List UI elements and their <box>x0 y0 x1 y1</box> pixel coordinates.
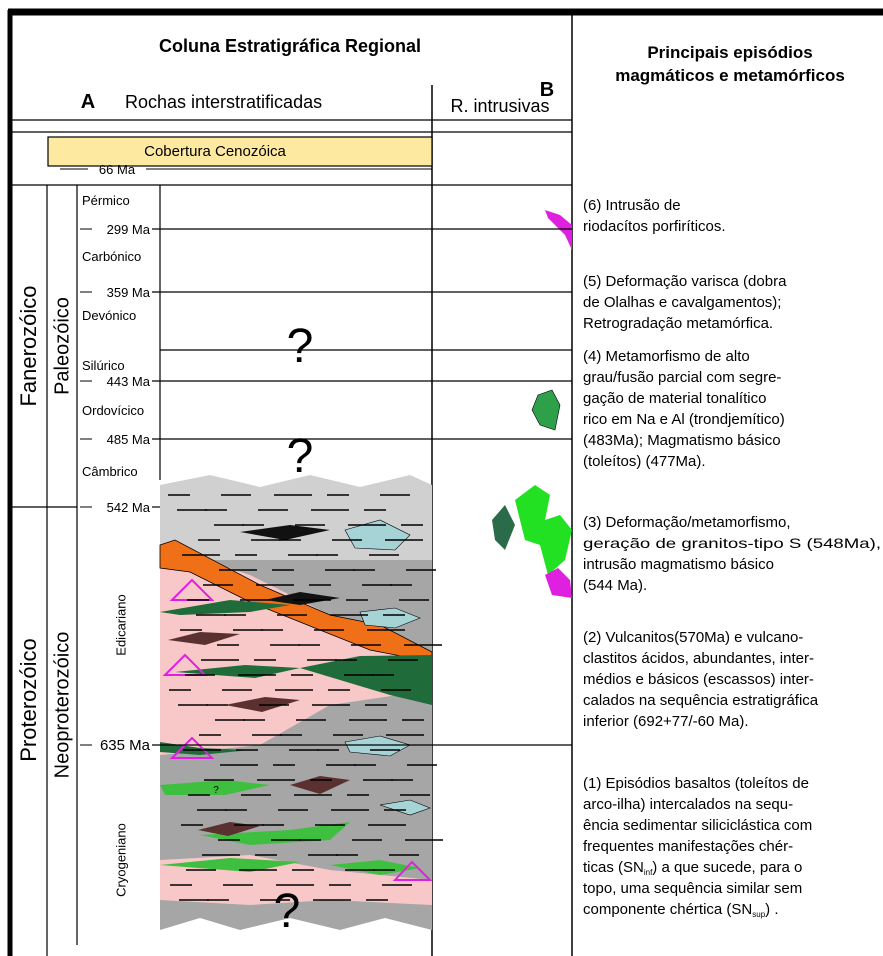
text-part: ) . <box>765 901 778 918</box>
episode-line: topo, uma sequência similar sem <box>583 880 802 897</box>
column-label: B <box>540 79 554 101</box>
age-label: 299 Ma <box>107 222 151 237</box>
episode-line: (544 Ma). <box>583 577 647 594</box>
episode-line: ticas (SNinf) a que sucede, para o <box>583 859 802 877</box>
episode-line: (1) Episódios basaltos (toleítos de <box>583 775 809 792</box>
episode-line: (6) Intrusão de <box>583 197 681 214</box>
episode-line: rico em Na e Al (trondjemítico) <box>583 411 785 428</box>
basic-layer <box>160 780 270 795</box>
column-subtitle: Rochas interstratificadas <box>125 92 322 112</box>
triangle <box>169 736 215 759</box>
lens <box>344 519 411 551</box>
basic-layer <box>330 860 420 875</box>
subscript: sup <box>752 910 765 919</box>
column-title: Principais episódios <box>647 43 812 62</box>
episode-line: geração de granitos-tipo S (548Ma), <box>583 535 881 551</box>
age-label: 443 Ma <box>107 374 151 389</box>
chert-lens <box>168 632 240 645</box>
episode-line: (483Ma); Magmatismo básico <box>583 432 781 449</box>
intrusion <box>492 505 515 550</box>
basic-layer <box>160 858 300 872</box>
age-label: 542 Ma <box>107 500 151 515</box>
question-mark: ? <box>287 320 314 373</box>
period: Edicariano <box>113 594 128 655</box>
intrusion <box>531 389 561 431</box>
intrusion <box>545 568 572 598</box>
episode-line: (2) Vulcanitos(570Ma) e vulcano- <box>583 629 803 646</box>
episode-line: (5) Deformação varisca (dobra <box>583 273 787 290</box>
chert-lens <box>240 525 330 540</box>
labels: Coluna Estratigráfica Regional A Rochas in… <box>16 36 881 938</box>
strata-drawing <box>159 475 443 930</box>
period: Câmbrico <box>82 464 138 479</box>
episode-line: inferior (692+77/-60 Ma). <box>583 713 749 730</box>
column-label: A <box>81 91 95 113</box>
episode-line: gação de material tonalítico <box>583 390 766 407</box>
episode-line: médios e básicos (escassos) inter- <box>583 671 814 688</box>
episode-line: de Olalhas e cavalgamentos); <box>583 294 781 311</box>
episode-line: clastitos ácidos, abundantes, inter- <box>583 650 814 667</box>
age-label: 66 Ma <box>99 162 136 177</box>
chert-lens <box>290 776 350 794</box>
text-part: componente chértica (SN <box>583 901 752 918</box>
period: Pérmico <box>82 193 130 208</box>
period: Cryogeniano <box>113 823 128 897</box>
volcanic-layer <box>160 545 432 755</box>
chert-lens <box>265 592 340 605</box>
intrusion <box>545 210 572 250</box>
lens <box>379 799 431 816</box>
period: Carbónico <box>82 249 141 264</box>
triangle <box>392 860 433 881</box>
episode-line: intrusão magmatismo básico <box>583 556 774 573</box>
episode-line: Retrogradação metamórfica. <box>583 315 773 332</box>
episode-line: (3) Deformação/metamorfismo, <box>583 514 791 531</box>
episode-line: arco-ilha) intercalados na sequ- <box>583 796 793 813</box>
text-part: ticas (SN <box>583 859 644 876</box>
intrusion <box>515 485 572 575</box>
episode-line: grau/fusão parcial com segre- <box>583 369 781 386</box>
episode-line: (4) Metamorfismo de alto <box>583 348 750 365</box>
cenozoic-box <box>47 136 433 167</box>
question-mark: ? <box>274 885 301 938</box>
era: Neoproterozóico <box>51 632 73 779</box>
text-part: ) a que sucede, para o <box>652 859 802 876</box>
eon: Proterozóico <box>16 638 41 762</box>
basic-layer <box>160 600 290 615</box>
age-label: 485 Ma <box>107 432 151 447</box>
period: Silúrico <box>82 358 125 373</box>
period: Devónico <box>82 308 136 323</box>
episode-line: ência sedimentar siliciclástica com <box>583 817 812 834</box>
episode-line: calados na sequência estratigráfica <box>583 692 819 709</box>
eon: Fanerozóico <box>16 285 41 406</box>
episode-line: (toleítos) (477Ma). <box>583 453 706 470</box>
title: Coluna Estratigráfica Regional <box>159 36 421 56</box>
column-title: magmáticos e metamórficos <box>615 66 845 85</box>
question-mark: ? <box>287 430 314 483</box>
era: Paleozóico <box>51 297 73 395</box>
question-mark: ? <box>213 785 219 796</box>
basic-layer <box>160 742 250 755</box>
lens <box>359 607 421 629</box>
episode-line: frequentes manifestações chér- <box>583 838 793 855</box>
episode-line: riodacítos porfiríticos. <box>583 218 726 235</box>
subscript: inf <box>644 868 653 877</box>
episode-line: componente chértica (SNsup) . <box>583 901 779 919</box>
age-label: 635 Ma <box>100 737 151 754</box>
basic-layer <box>300 655 432 705</box>
column-subtitle: R. intrusivas <box>450 96 549 116</box>
period: Ordovícico <box>82 403 144 418</box>
age-label: 359 Ma <box>107 285 151 300</box>
cenozoic-label: Cobertura Cenozóica <box>144 143 286 160</box>
